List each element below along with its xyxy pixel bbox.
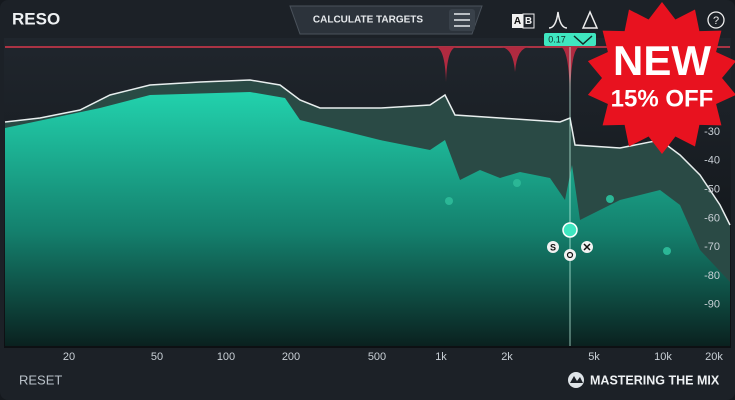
solo-label: S xyxy=(550,242,556,252)
db-axis: -30 -40 -50 -60 -70 -80 -90 xyxy=(704,126,720,311)
frequency-label: 200 xyxy=(282,351,300,363)
frequency-label: 1k xyxy=(435,351,447,363)
db-label: -40 xyxy=(704,155,720,167)
frequency-label: 10k xyxy=(654,351,672,363)
frequency-axis: 20 50 100 200 500 1k 2k 5k 10k 20k xyxy=(63,351,723,363)
q-readout: 0.17 xyxy=(548,34,566,44)
frequency-label: 20k xyxy=(705,351,723,363)
frequency-label: 50 xyxy=(151,351,163,363)
plugin-title: RESO xyxy=(12,9,60,28)
resonance-dips xyxy=(435,47,580,98)
band-node[interactable] xyxy=(445,197,453,205)
brand-logo-mark xyxy=(570,376,583,383)
ab-a: A xyxy=(514,16,521,27)
reset-button[interactable]: RESET xyxy=(19,372,62,387)
ab-b: B xyxy=(525,16,532,27)
frequency-label: 100 xyxy=(217,351,235,363)
frequency-label: 500 xyxy=(368,351,386,363)
db-label: -60 xyxy=(704,212,720,224)
peak-icon[interactable] xyxy=(548,11,568,29)
calculate-button[interactable]: CALCULATE TARGETS xyxy=(313,15,424,26)
badge-offer: 15% OFF xyxy=(611,85,714,112)
band-node[interactable] xyxy=(663,247,671,255)
db-label: -70 xyxy=(704,241,720,253)
live-spectrum xyxy=(5,92,730,346)
frequency-label: 2k xyxy=(501,351,513,363)
help-button[interactable] xyxy=(707,11,725,29)
solo-button[interactable] xyxy=(547,241,559,253)
selected-node[interactable] xyxy=(562,222,578,238)
delete-icon xyxy=(583,243,591,251)
db-label: -30 xyxy=(704,126,720,138)
top-tab xyxy=(289,5,483,35)
menu-icon xyxy=(454,13,470,27)
q-readout-box[interactable] xyxy=(544,33,596,46)
band-node[interactable] xyxy=(606,195,614,203)
bypass-icon xyxy=(566,251,574,259)
triangle-icon[interactable] xyxy=(581,10,599,29)
db-label: -90 xyxy=(704,299,720,311)
sale-badge xyxy=(587,2,735,154)
brand-name: MASTERING THE MIX xyxy=(590,373,720,387)
frequency-label: 20 xyxy=(63,351,75,363)
help-label: ? xyxy=(713,15,719,27)
db-label: -80 xyxy=(704,270,720,282)
frequency-label: 5k xyxy=(588,351,600,363)
q-shape-icon xyxy=(573,35,593,46)
band-node[interactable] xyxy=(513,179,521,187)
badge-headline: NEW xyxy=(613,37,711,84)
ab-a-box[interactable] xyxy=(512,14,523,28)
ab-b-box[interactable] xyxy=(522,13,535,29)
db-label: -50 xyxy=(704,184,720,196)
bypass-button[interactable] xyxy=(564,249,576,261)
